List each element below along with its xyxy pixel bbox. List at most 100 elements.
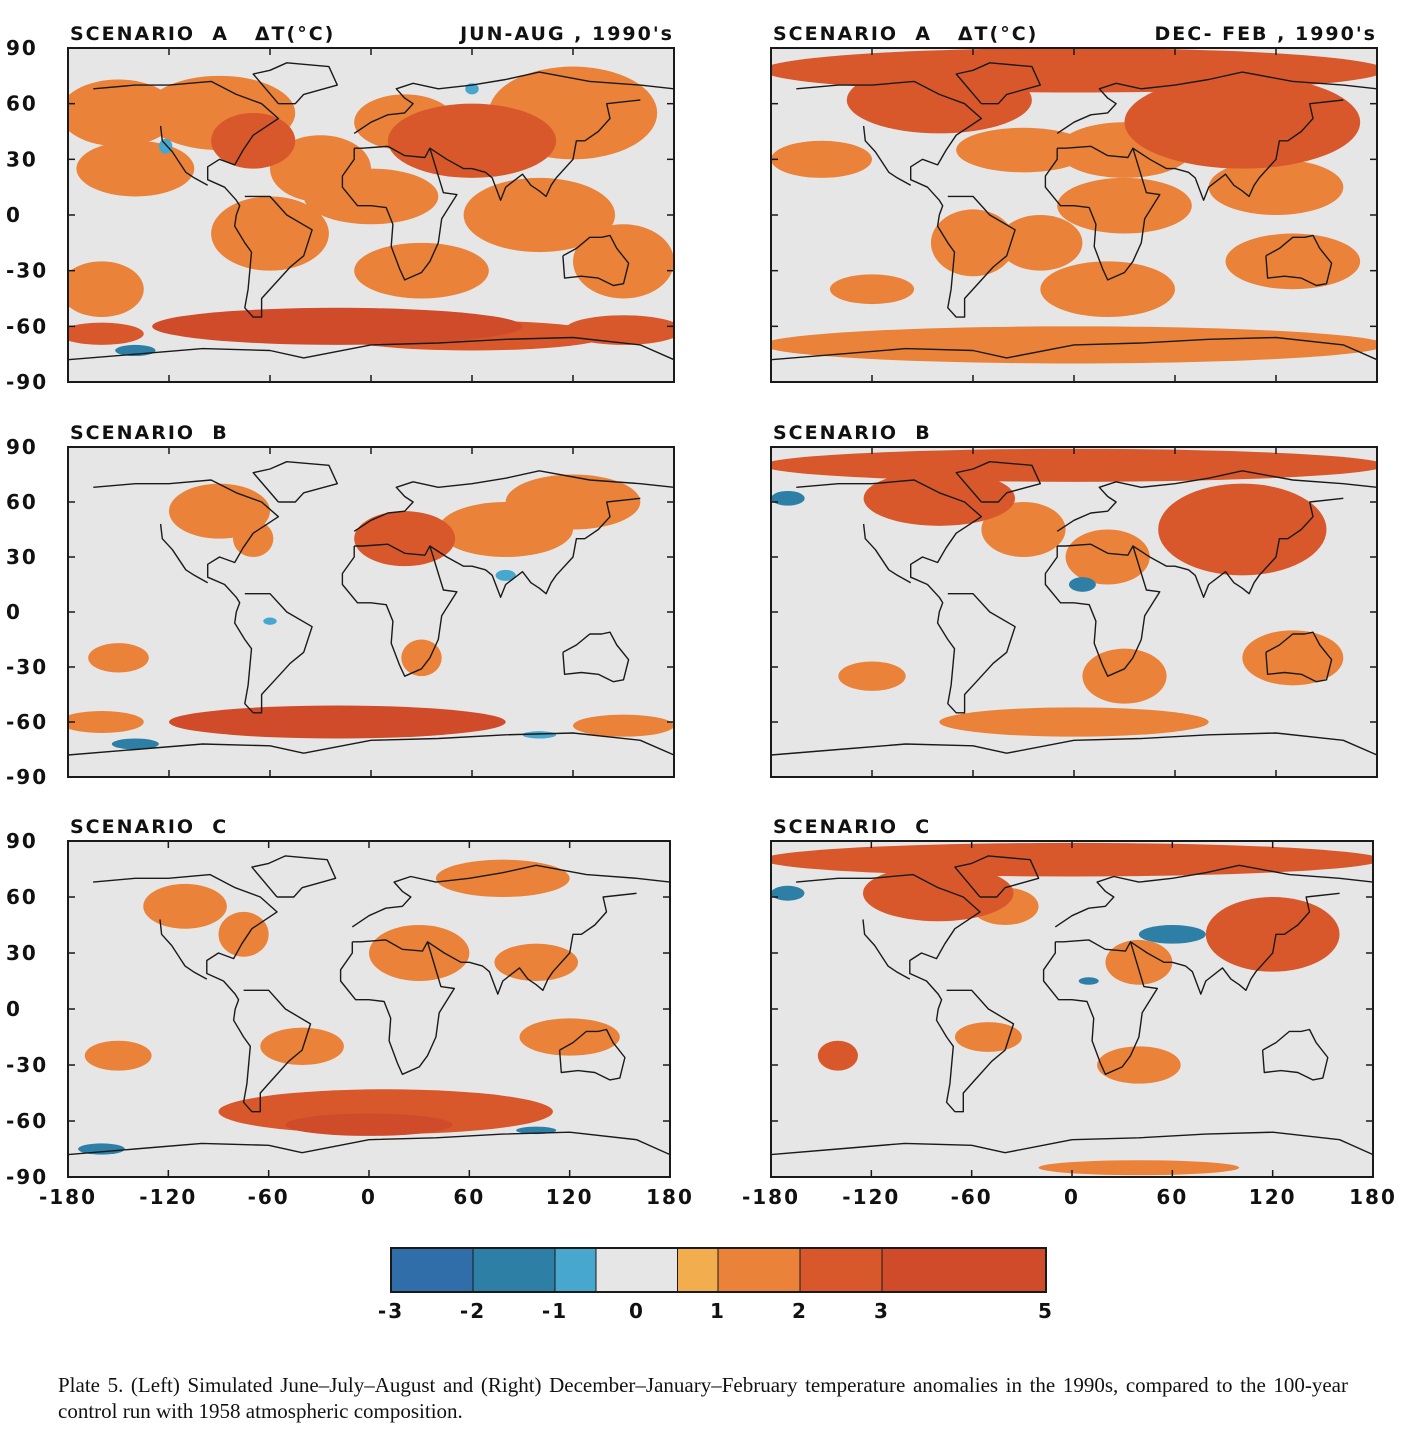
coastline <box>954 855 1040 898</box>
coastline <box>68 1131 670 1156</box>
anomaly-region <box>1097 1046 1181 1084</box>
colorbar-segment <box>717 1247 801 1293</box>
coastline <box>1265 631 1333 683</box>
anomaly-region <box>1038 1160 1240 1176</box>
coastline <box>1056 71 1377 134</box>
anomaly-region <box>573 224 674 299</box>
colorbar-tick-label: 3 <box>874 1299 890 1323</box>
anomaly-field <box>78 859 620 1155</box>
x-tick-label: 120 <box>546 1185 594 1209</box>
anomaly-region <box>573 714 674 737</box>
x-tick-label: 180 <box>1349 1185 1397 1209</box>
coastlines <box>771 62 1377 361</box>
tick-marks <box>770 446 1378 778</box>
coastline <box>1044 145 1161 281</box>
coastline <box>341 145 458 281</box>
anomaly-region <box>76 140 195 197</box>
anomaly-region <box>930 209 1016 277</box>
coastline <box>353 71 674 134</box>
coastline <box>93 80 313 318</box>
anomaly-region <box>435 859 570 897</box>
y-tick-label: -30 <box>6 1053 48 1077</box>
coastline <box>796 479 1016 714</box>
anomaly-region <box>263 617 277 625</box>
x-tick-label: -120 <box>139 1185 197 1209</box>
coastlines <box>771 855 1373 1156</box>
map-panel-B-DJF: SCENARIO B <box>770 422 1378 778</box>
anomaly-field <box>68 66 674 357</box>
coastline <box>1132 497 1344 598</box>
coastline <box>427 892 637 995</box>
coastline <box>1265 234 1333 287</box>
coastline <box>955 461 1041 503</box>
anomaly-region <box>158 138 173 154</box>
colorbar-segment <box>881 1247 1047 1293</box>
x-tick-label: 180 <box>646 1185 694 1209</box>
coastlines <box>68 62 674 361</box>
coastline <box>159 523 209 584</box>
coastline <box>159 919 208 980</box>
anomaly-region <box>1057 177 1192 234</box>
coastline <box>796 80 1016 318</box>
colorbar-tick-label: 1 <box>710 1299 726 1323</box>
x-tick-label: 0 <box>361 1185 377 1209</box>
anomaly-region <box>495 569 516 581</box>
panel-season: DEC- FEB , 1990's <box>1154 23 1377 45</box>
coastline <box>93 873 312 1113</box>
anomaly-region <box>981 502 1066 557</box>
colorbar-segment <box>595 1247 678 1293</box>
coastline <box>955 62 1041 105</box>
anomaly-region <box>1138 925 1206 944</box>
coastline <box>558 1028 626 1081</box>
anomaly-region <box>954 1022 1022 1052</box>
anomaly-region <box>68 322 144 345</box>
y-tick-label: -30 <box>6 655 48 679</box>
anomaly-field <box>68 474 674 750</box>
coastline <box>771 1131 1373 1156</box>
colorbar-tick-label: -2 <box>460 1299 486 1323</box>
coastline <box>351 864 670 928</box>
y-tick-label: 0 <box>6 997 22 1021</box>
y-tick-label: 30 <box>6 545 38 569</box>
anomaly-region <box>1065 529 1150 585</box>
tick-marks <box>67 47 675 383</box>
anomaly-region <box>401 639 442 677</box>
anomaly-region <box>829 274 915 305</box>
anomaly-region <box>564 315 674 345</box>
tick-marks <box>770 47 1378 383</box>
anomaly-region <box>817 1040 858 1071</box>
coastline <box>68 732 674 756</box>
colorbar: -3 -2 -1 0 1 2 3 5 <box>378 1247 1052 1323</box>
anomaly-region <box>1040 261 1175 318</box>
anomaly-region <box>387 103 557 178</box>
coastline <box>1044 543 1161 677</box>
anomaly-region <box>998 215 1083 271</box>
x-tick-label: -180 <box>742 1185 800 1209</box>
anomaly-region <box>1068 577 1096 592</box>
map-panel-A-DJF: SCENARIO A ΔT(°C) DEC- FEB , 1990's <box>770 23 1378 383</box>
anomaly-field <box>771 48 1377 364</box>
anomaly-region <box>863 470 1016 526</box>
map-panel-C-DJF: SCENARIO C -180 -120 -60 0 60 120 180 <box>742 816 1397 1209</box>
anomaly-region <box>1078 977 1099 985</box>
y-tick-label: 90 <box>6 829 38 853</box>
coastline <box>862 523 912 584</box>
anomaly-region <box>494 943 579 981</box>
anomaly-region <box>285 1113 453 1136</box>
colorbar-tick-label: 0 <box>629 1299 645 1323</box>
coastline <box>1261 1028 1329 1081</box>
figure-caption: Plate 5. (Left) Simulated June–July–Augu… <box>58 1372 1348 1424</box>
anomaly-region <box>1225 233 1361 290</box>
y-tick-label: 60 <box>6 92 38 116</box>
anomaly-region <box>354 242 489 299</box>
anomaly-region <box>152 307 523 345</box>
coastline <box>1132 99 1344 201</box>
anomaly-region <box>143 883 227 929</box>
caption-label: Plate 5. <box>58 1373 124 1397</box>
y-tick-label: 90 <box>6 435 38 459</box>
anomaly-region <box>78 1143 125 1155</box>
coastline <box>562 234 630 287</box>
anomaly-region <box>303 168 439 225</box>
anomaly-region <box>169 705 506 739</box>
coastline <box>159 125 209 186</box>
